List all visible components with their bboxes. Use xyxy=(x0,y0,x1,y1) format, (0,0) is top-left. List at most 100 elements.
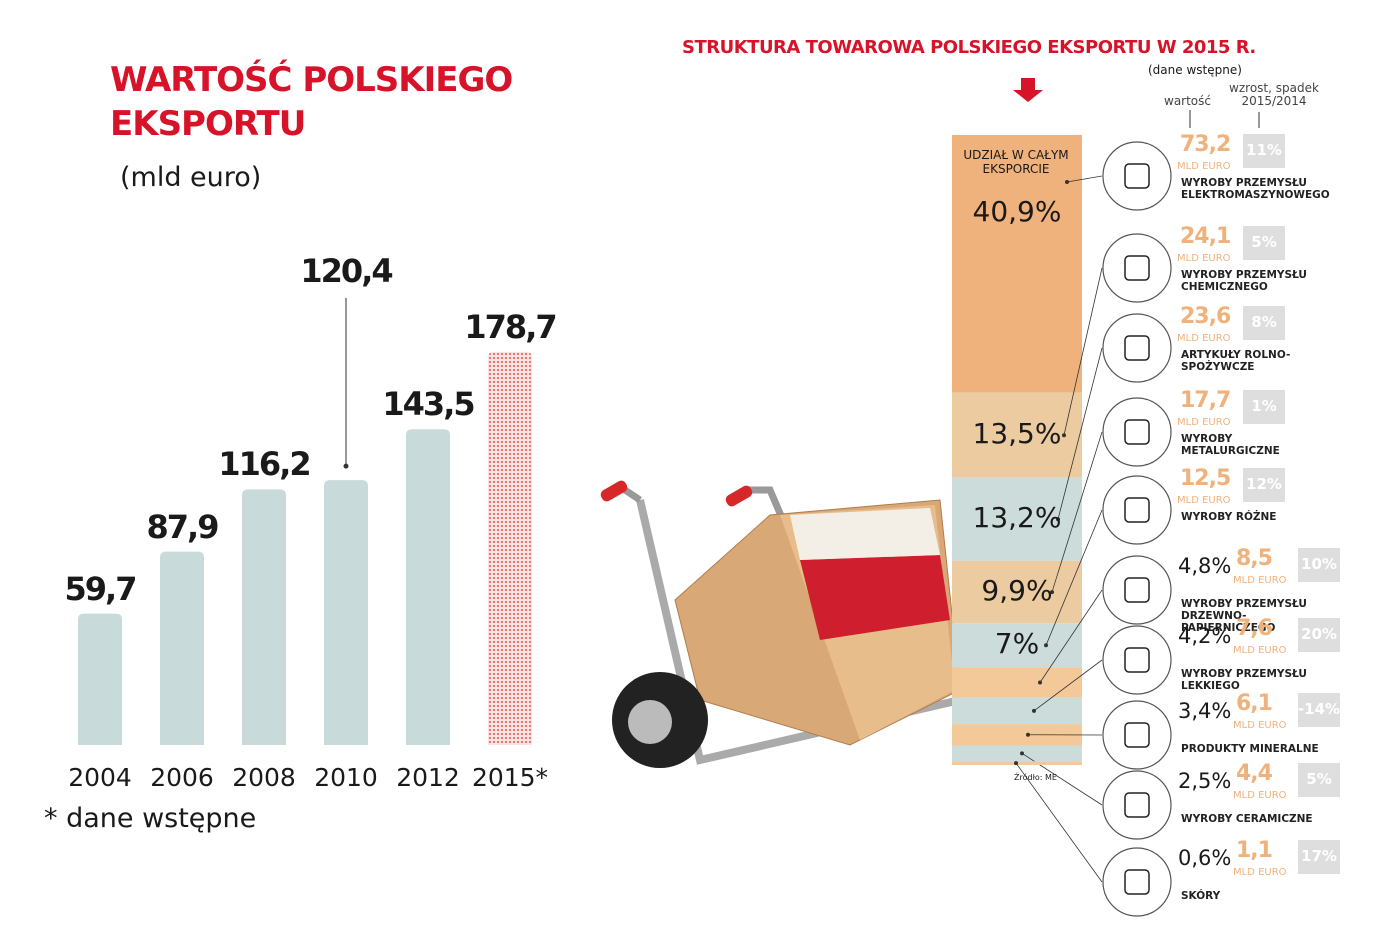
change-label: 17% xyxy=(1301,847,1337,865)
value-label: 143,5 xyxy=(382,385,475,424)
change-label: 10% xyxy=(1301,555,1337,573)
column-segment xyxy=(952,724,1082,746)
leader-line xyxy=(1039,589,1103,683)
leader-dot xyxy=(343,463,349,469)
leader-dot xyxy=(1050,590,1054,595)
x-tick-label: 2010 xyxy=(314,763,378,792)
change-label: 11% xyxy=(1246,141,1282,159)
column-label: UDZIAŁ W CAŁYM EKSPORCIE xyxy=(963,148,1069,176)
icon-circle xyxy=(1102,625,1172,695)
icon xyxy=(1124,792,1150,818)
x-tick-label: 2008 xyxy=(232,763,296,792)
icon-circle xyxy=(1102,397,1172,467)
unit-label: MLD EURO xyxy=(1233,575,1287,586)
share-label: 4,8% xyxy=(1178,554,1232,578)
x-tick-label: 2006 xyxy=(150,763,214,792)
bar xyxy=(78,613,122,745)
icon xyxy=(1124,419,1150,445)
share-label: 2,5% xyxy=(1178,769,1232,793)
column-segment xyxy=(952,697,1082,725)
leader-line xyxy=(1063,267,1103,436)
leader-dot xyxy=(1038,680,1042,685)
icon-circle xyxy=(1102,770,1172,840)
chart-title: STRUKTURA TOWAROWA POLSKIEGO EKSPORTU W … xyxy=(682,37,1256,58)
leader-line xyxy=(1057,347,1103,520)
change-box xyxy=(1243,468,1285,502)
column-header: wzrost, spadek 2015/2014 xyxy=(1229,81,1319,108)
change-label: 20% xyxy=(1301,625,1337,643)
icon xyxy=(1124,255,1150,281)
value-label: 116,2 xyxy=(218,445,311,484)
icon xyxy=(1124,577,1150,603)
source: Źródło: ME xyxy=(1014,773,1057,782)
column-segment xyxy=(952,745,1082,762)
value-label: 120,4 xyxy=(300,252,393,290)
change-label: 1% xyxy=(1251,397,1277,415)
leader-dot xyxy=(1026,732,1030,737)
leader-dot xyxy=(1065,180,1069,184)
category-label: WYROBY RÓŻNE xyxy=(1181,511,1277,523)
bar xyxy=(242,489,286,745)
category-label: ARTYKUŁY ROLNO-SPOŻYWCZE xyxy=(1181,349,1291,373)
footnote: * dane wstępne xyxy=(44,803,257,834)
change-box xyxy=(1243,134,1285,168)
bar xyxy=(324,480,368,745)
unit-label: MLD EURO xyxy=(1177,495,1231,506)
category-label: PRODUKTY MINERALNE xyxy=(1181,743,1319,755)
change-label: 8% xyxy=(1251,313,1277,331)
leader-line xyxy=(1066,175,1103,183)
icon xyxy=(1124,869,1150,895)
x-tick-label: 2004 xyxy=(68,763,132,792)
change-label: 5% xyxy=(1306,770,1332,788)
change-box xyxy=(1298,693,1340,727)
column-segment xyxy=(952,477,1082,561)
unit-label: MLD EURO xyxy=(1177,253,1231,264)
icon-circle xyxy=(1102,700,1172,770)
column-segment xyxy=(952,392,1082,478)
unit-label: MLD EURO xyxy=(1177,417,1231,428)
bar xyxy=(406,429,450,745)
value-label: 178,7 xyxy=(464,307,557,346)
unit-label: MLD EURO xyxy=(1233,790,1287,801)
bar xyxy=(488,351,532,745)
unit-label: MLD EURO xyxy=(1233,645,1287,656)
leader-line xyxy=(1033,659,1103,712)
column-segment xyxy=(952,623,1082,668)
share-label: 13,2% xyxy=(972,501,1062,535)
bar xyxy=(160,551,204,745)
value-label: 4,4 xyxy=(1236,761,1273,786)
icon xyxy=(1124,163,1150,189)
x-tick-label: 2015* xyxy=(471,763,549,792)
icon-circle xyxy=(1102,847,1172,917)
value-label: 1,1 xyxy=(1236,838,1273,863)
category-label: WYROBY CERAMICZNE xyxy=(1181,813,1313,825)
category-label: SKÓRY xyxy=(1181,890,1221,902)
share-label: 40,9% xyxy=(972,195,1062,228)
icon-circle xyxy=(1102,313,1172,383)
change-box xyxy=(1243,306,1285,340)
hand-truck-illustration xyxy=(600,480,961,768)
change-box xyxy=(1243,226,1285,260)
column-segment xyxy=(952,560,1082,624)
change-box xyxy=(1298,548,1340,582)
icon-circle xyxy=(1102,555,1172,625)
icon xyxy=(1124,647,1150,673)
value-label: 8,5 xyxy=(1236,546,1273,571)
value-label: 23,6 xyxy=(1180,304,1231,329)
value-label: 6,1 xyxy=(1236,691,1273,716)
unit-label: MLD EURO xyxy=(1233,867,1287,878)
arrow-icon xyxy=(1013,78,1043,102)
unit-label: MLD EURO xyxy=(1233,720,1287,731)
icon xyxy=(1124,335,1150,361)
icon xyxy=(1124,722,1150,748)
chart-subtitle: (mld euro) xyxy=(120,162,262,193)
share-label: 0,6% xyxy=(1178,846,1232,870)
change-box xyxy=(1298,618,1340,652)
value-label: 87,9 xyxy=(146,507,220,546)
leader-dot xyxy=(1062,433,1066,438)
category-label: WYROBY PRZEMYSŁU CHEMICZNEGO xyxy=(1181,269,1307,293)
unit-label: MLD EURO xyxy=(1177,161,1231,172)
leader-dot xyxy=(1056,517,1060,522)
share-label: 9,9% xyxy=(981,574,1053,608)
column-segment xyxy=(952,135,1082,393)
